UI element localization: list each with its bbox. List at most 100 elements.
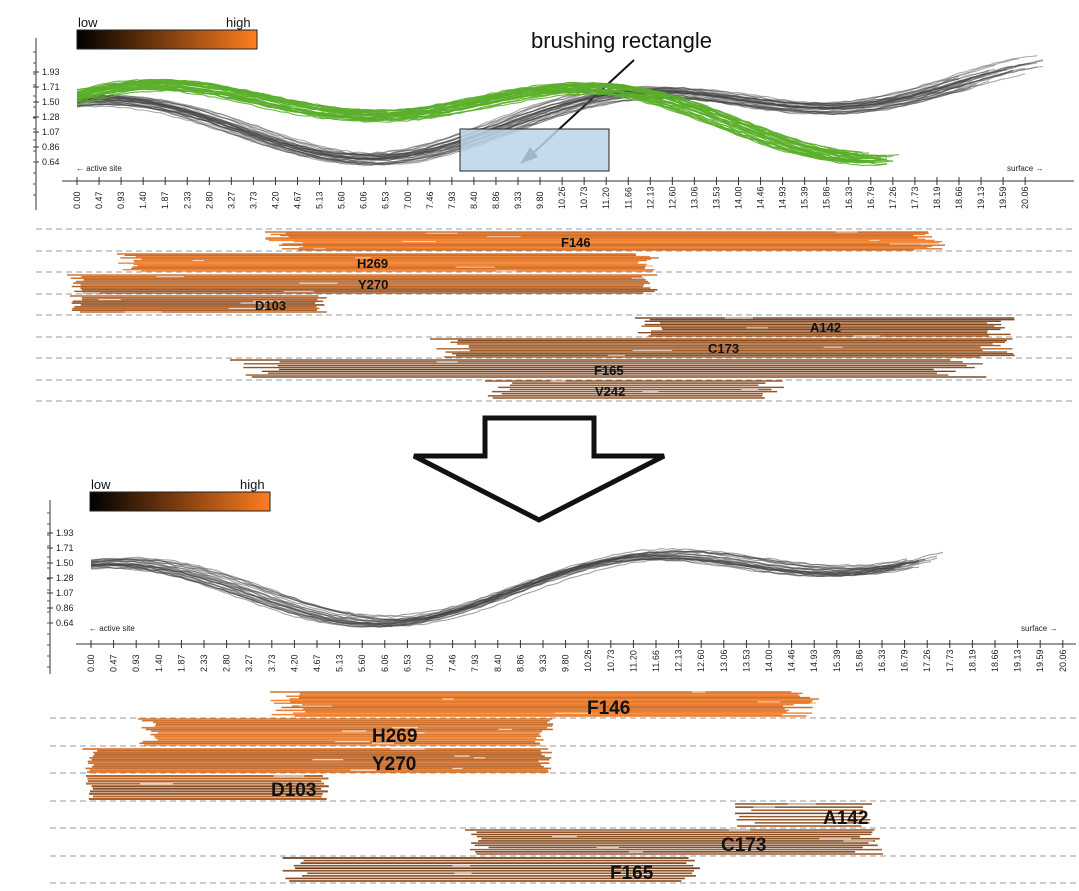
top-residue-label-f165: F165	[594, 363, 624, 378]
top-residue-label-v242: V242	[595, 384, 625, 399]
bottom-x-tick-label: 20.06	[1058, 649, 1068, 672]
top-trajectory-line	[76, 84, 966, 161]
top-trajectory-line	[76, 78, 972, 160]
bottom-x-ticks: 0.00 0.47 0.93 1.40 1.87 2.33 2.80 3.27 3.73 4.20…	[86, 640, 1068, 672]
top-trajectory-line	[76, 72, 1008, 166]
top-trajectory-line	[76, 69, 1008, 156]
bottom-x-tick-label: 9.80	[561, 654, 571, 672]
bottom-x-tick-label: 8.86	[515, 654, 525, 672]
bottom-x-tick-label: 18.19	[967, 649, 977, 672]
bottom-legend-low-label: low	[91, 477, 111, 492]
bottom-active-site-caption: ← active site	[89, 624, 135, 633]
top-residue-row: F146	[265, 231, 945, 251]
top-residue-rows: F146 H269 Y270 D103 A142 C173 F165 V242	[36, 228, 1074, 402]
top-legend-gradient	[76, 29, 258, 50]
top-x-tick-label: 2.33	[182, 191, 192, 209]
top-residue-row: D103	[70, 295, 327, 313]
bottom-y-ticks: 1.93 1.71 1.50 1.28 1.07 0.86 0.64	[47, 512, 74, 668]
bottom-residue-label-h269: H269	[372, 726, 417, 747]
bottom-x-tick-label: 4.20	[289, 654, 299, 672]
top-x-tick-label: 10.73	[579, 186, 589, 209]
top-trajectory-line	[76, 63, 1026, 160]
top-trajectory-line	[76, 86, 858, 161]
top-residue-label-h269: H269	[357, 256, 388, 271]
top-trajectory-line	[76, 69, 990, 157]
transition-arrow	[412, 415, 666, 523]
top-trajectory-line	[76, 80, 990, 165]
bottom-x-tick-label: 0.00	[86, 654, 96, 672]
bottom-x-tick-label: 10.26	[583, 649, 593, 672]
bottom-residue-row: A142	[735, 803, 872, 829]
top-trajectory-line	[76, 69, 1014, 156]
top-trajectory-line	[76, 75, 960, 156]
top-residue-row: Y270	[67, 274, 660, 294]
top-x-tick-label: 16.33	[844, 186, 854, 209]
top-x-tick-label: 7.46	[425, 191, 435, 209]
bottom-trajectory-line	[90, 549, 920, 620]
bottom-surface-caption: surface →	[1021, 624, 1057, 633]
bottom-x-tick-label: 15.86	[854, 649, 864, 672]
top-trajectory-line	[76, 62, 1038, 163]
bottom-legend-high-label: high	[240, 477, 265, 492]
bottom-x-tick-label: 13.06	[719, 649, 729, 672]
bottom-residue-label-d103: D103	[271, 780, 316, 801]
bottom-y-tick-label: 0.64	[56, 618, 74, 628]
bottom-trajectory-line	[90, 557, 896, 628]
top-x-tick-label: 7.00	[403, 191, 413, 209]
top-x-tick-label: 1.87	[160, 191, 170, 209]
top-x-tick-label: 8.86	[491, 191, 501, 209]
top-residue-label-y270: Y270	[358, 277, 388, 292]
bottom-trajectory-line	[90, 558, 920, 628]
top-trajectory-line	[76, 80, 966, 160]
top-trajectory-line	[76, 63, 1032, 157]
top-trajectory-line	[76, 66, 1038, 167]
top-x-tick-label: 1.40	[138, 191, 148, 209]
top-residue-label-d103: D103	[255, 298, 286, 313]
bottom-residue-rows: F146 H269 Y270 D103 A142 C173 F165	[50, 691, 1076, 884]
bottom-x-tick-label: 7.46	[448, 654, 458, 672]
brushing-rectangle[interactable]	[459, 128, 610, 172]
bottom-x-tick-label: 2.33	[199, 654, 209, 672]
top-trajectory-line	[77, 68, 996, 161]
top-x-tick-label: 11.20	[601, 187, 611, 209]
bottom-x-tick-label: 6.53	[402, 654, 412, 672]
bottom-x-tick-label: 16.33	[877, 649, 887, 672]
top-x-tick-label: 0.47	[94, 191, 104, 209]
top-trajectory-line	[77, 69, 1014, 158]
bottom-x-tick-label: 16.79	[900, 649, 910, 672]
top-x-tick-label: 9.33	[513, 191, 523, 209]
bottom-x-tick-label: 2.80	[222, 654, 232, 672]
top-trajectory-line	[76, 83, 978, 162]
top-x-tick-label: 19.13	[976, 186, 986, 209]
top-x-tick-label: 14.93	[778, 186, 788, 209]
top-residue-label-a142: A142	[810, 320, 841, 335]
top-trajectory-line	[76, 80, 972, 161]
top-x-tick-label: 10.26	[557, 186, 567, 209]
bottom-x-tick-label: 1.87	[176, 654, 186, 672]
top-trajectory-line	[76, 84, 978, 165]
top-trajectory-line	[76, 69, 1002, 160]
bottom-legend-gradient	[89, 491, 271, 512]
bottom-x-tick-label: 7.00	[425, 654, 435, 672]
top-x-tick-label: 0.00	[72, 191, 82, 209]
top-y-tick-label: 0.64	[42, 157, 60, 167]
top-y-ticks: 1.93 1.71 1.50 1.28 1.07 0.86 0.64	[33, 51, 60, 196]
top-x-tick-label: 13.06	[689, 186, 699, 209]
top-trajectory-line	[76, 80, 876, 157]
top-x-tick-label: 11.66	[623, 187, 633, 209]
top-trajectory-line	[76, 79, 882, 158]
top-x-tick-label: 6.53	[381, 191, 391, 209]
top-x-tick-label: 15.39	[800, 186, 810, 209]
bottom-x-tick-label: 9.33	[538, 654, 548, 672]
bottom-x-tick-label: 12.13	[674, 649, 684, 672]
bottom-residue-row: D103	[86, 775, 329, 801]
top-x-ticks: 0.00 0.47 0.93 1.40 1.87 2.33 2.80 3.27 3.73 4.20…	[72, 177, 1030, 209]
top-x-tick-label: 6.06	[359, 191, 369, 209]
top-residue-label-c173: C173	[708, 341, 739, 356]
top-trajectory-line	[76, 60, 1044, 160]
top-x-tick-label: 17.73	[910, 186, 920, 209]
bottom-y-tick-label: 1.50	[56, 558, 74, 568]
top-legend: low high	[76, 15, 258, 50]
top-trajectory-line	[76, 73, 1026, 166]
top-trajectory-line	[76, 84, 870, 161]
